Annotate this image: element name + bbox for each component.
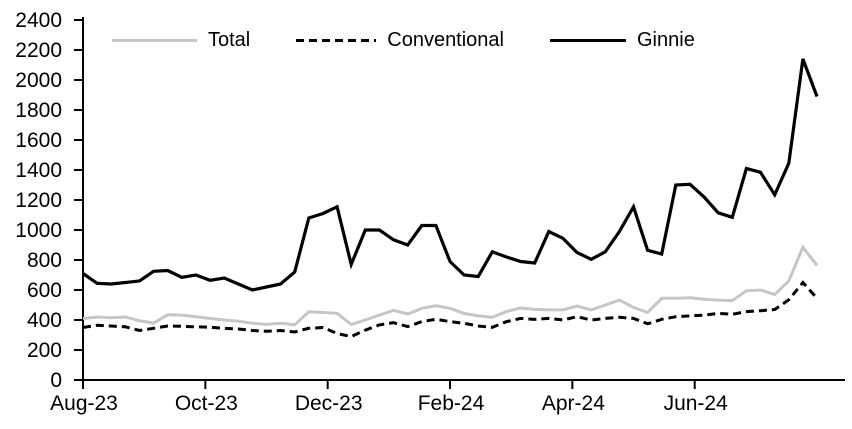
legend-item-ginnie: Ginnie	[550, 29, 695, 52]
legend-label-conventional: Conventional	[387, 28, 504, 51]
legend-item-total: Total	[112, 29, 250, 52]
total-line-swatch	[112, 38, 197, 42]
y-tick-label: 0	[50, 369, 62, 392]
x-tick-label: Oct-23	[175, 392, 238, 415]
ginnie-series-line	[82, 58, 819, 292]
x-tick-label: Jun-24	[664, 392, 729, 415]
y-tick-label: 2200	[15, 39, 62, 62]
y-tick-label: 2400	[15, 9, 62, 32]
y-tick-label: 400	[27, 309, 62, 332]
y-tick-label: 1200	[15, 189, 62, 212]
y-tick-label: 1000	[15, 219, 62, 242]
y-tick-label: 600	[27, 279, 62, 302]
x-tick-label: Aug-23	[50, 392, 118, 415]
legend-label-ginnie: Ginnie	[637, 28, 695, 51]
y-tick-label: 1600	[15, 129, 62, 152]
chart-legend: Total Conventional Ginnie	[112, 27, 695, 53]
y-tick-label: 800	[27, 249, 62, 272]
y-tick-label: 200	[27, 339, 62, 362]
conventional-line-swatch	[296, 38, 377, 42]
y-tick-label: 1800	[15, 99, 62, 122]
ginnie-line-swatch	[550, 38, 626, 42]
y-tick-label: 2000	[15, 69, 62, 92]
legend-label-total: Total	[208, 28, 251, 51]
legend-item-conventional: Conventional	[296, 29, 504, 52]
x-tick-label: Feb-24	[418, 392, 485, 415]
conventional-series-line	[82, 280, 819, 339]
total-series-line	[82, 244, 819, 327]
x-tick-label: Dec-23	[295, 392, 363, 415]
x-tick-label: Apr-24	[542, 392, 605, 415]
y-tick-label: 1400	[15, 159, 62, 182]
